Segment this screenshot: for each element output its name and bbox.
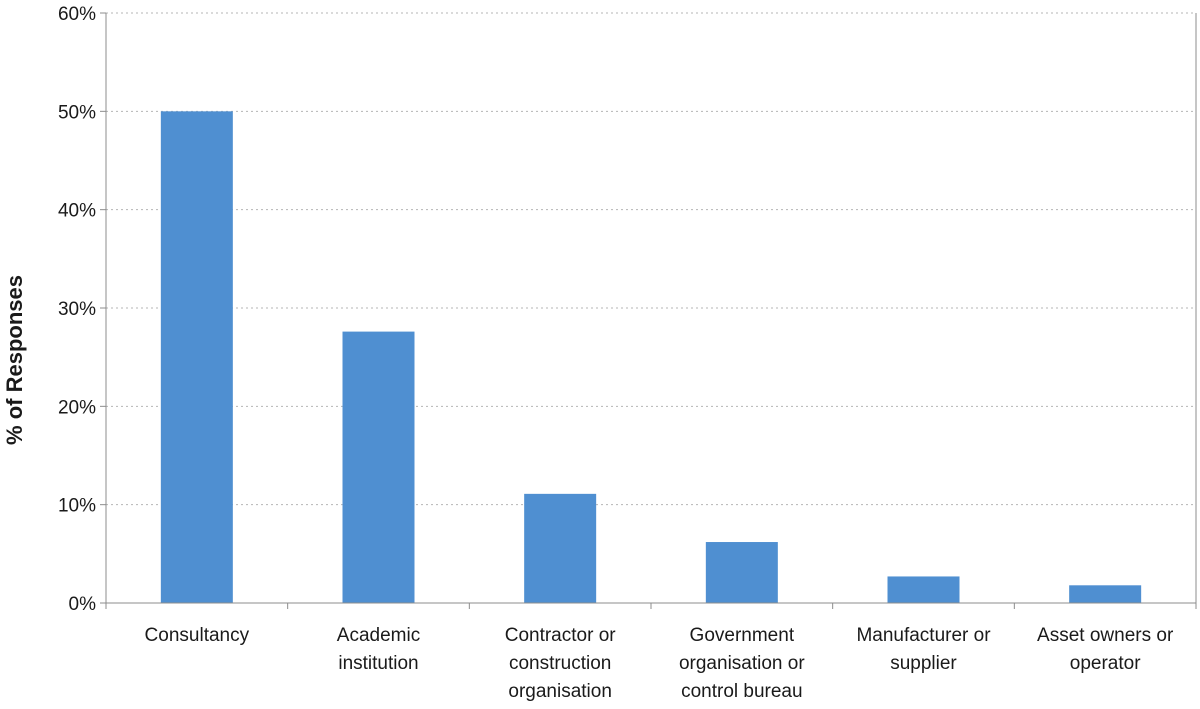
bar bbox=[705, 542, 778, 603]
x-tick-label: Asset owners or operator bbox=[1037, 625, 1174, 674]
x-tick-label: Consultancy bbox=[145, 625, 250, 646]
bar bbox=[524, 493, 597, 603]
y-tick-label: 60% bbox=[58, 4, 96, 25]
x-tick-labels: Consultancy Academic institution Contractor… bbox=[145, 625, 1174, 702]
x-tick-label: Manufacturer or supplier bbox=[856, 625, 991, 674]
axes bbox=[100, 12, 1197, 609]
y-tick-label: 10% bbox=[58, 496, 96, 517]
y-tick-label: 50% bbox=[58, 102, 96, 123]
gridlines bbox=[106, 12, 1196, 506]
bar bbox=[342, 331, 415, 603]
bar bbox=[160, 111, 233, 603]
x-tick-label: Contractor or construction organisation bbox=[505, 625, 617, 702]
x-tick-label: Academic institution bbox=[337, 625, 420, 674]
y-tick-labels: 0% 10% 20% 30% 40% 50% 60% bbox=[58, 4, 96, 615]
y-tick-label: 20% bbox=[58, 397, 96, 418]
bar bbox=[1069, 585, 1142, 603]
y-tick-label: 30% bbox=[58, 299, 96, 320]
bars bbox=[160, 111, 1142, 603]
y-tick-label: 40% bbox=[58, 201, 96, 222]
bar bbox=[887, 576, 960, 603]
y-tick-label: 0% bbox=[69, 594, 97, 615]
y-axis-title: % of Responses bbox=[2, 275, 27, 445]
x-tick-label: Government organisation or control bureau bbox=[679, 625, 805, 702]
